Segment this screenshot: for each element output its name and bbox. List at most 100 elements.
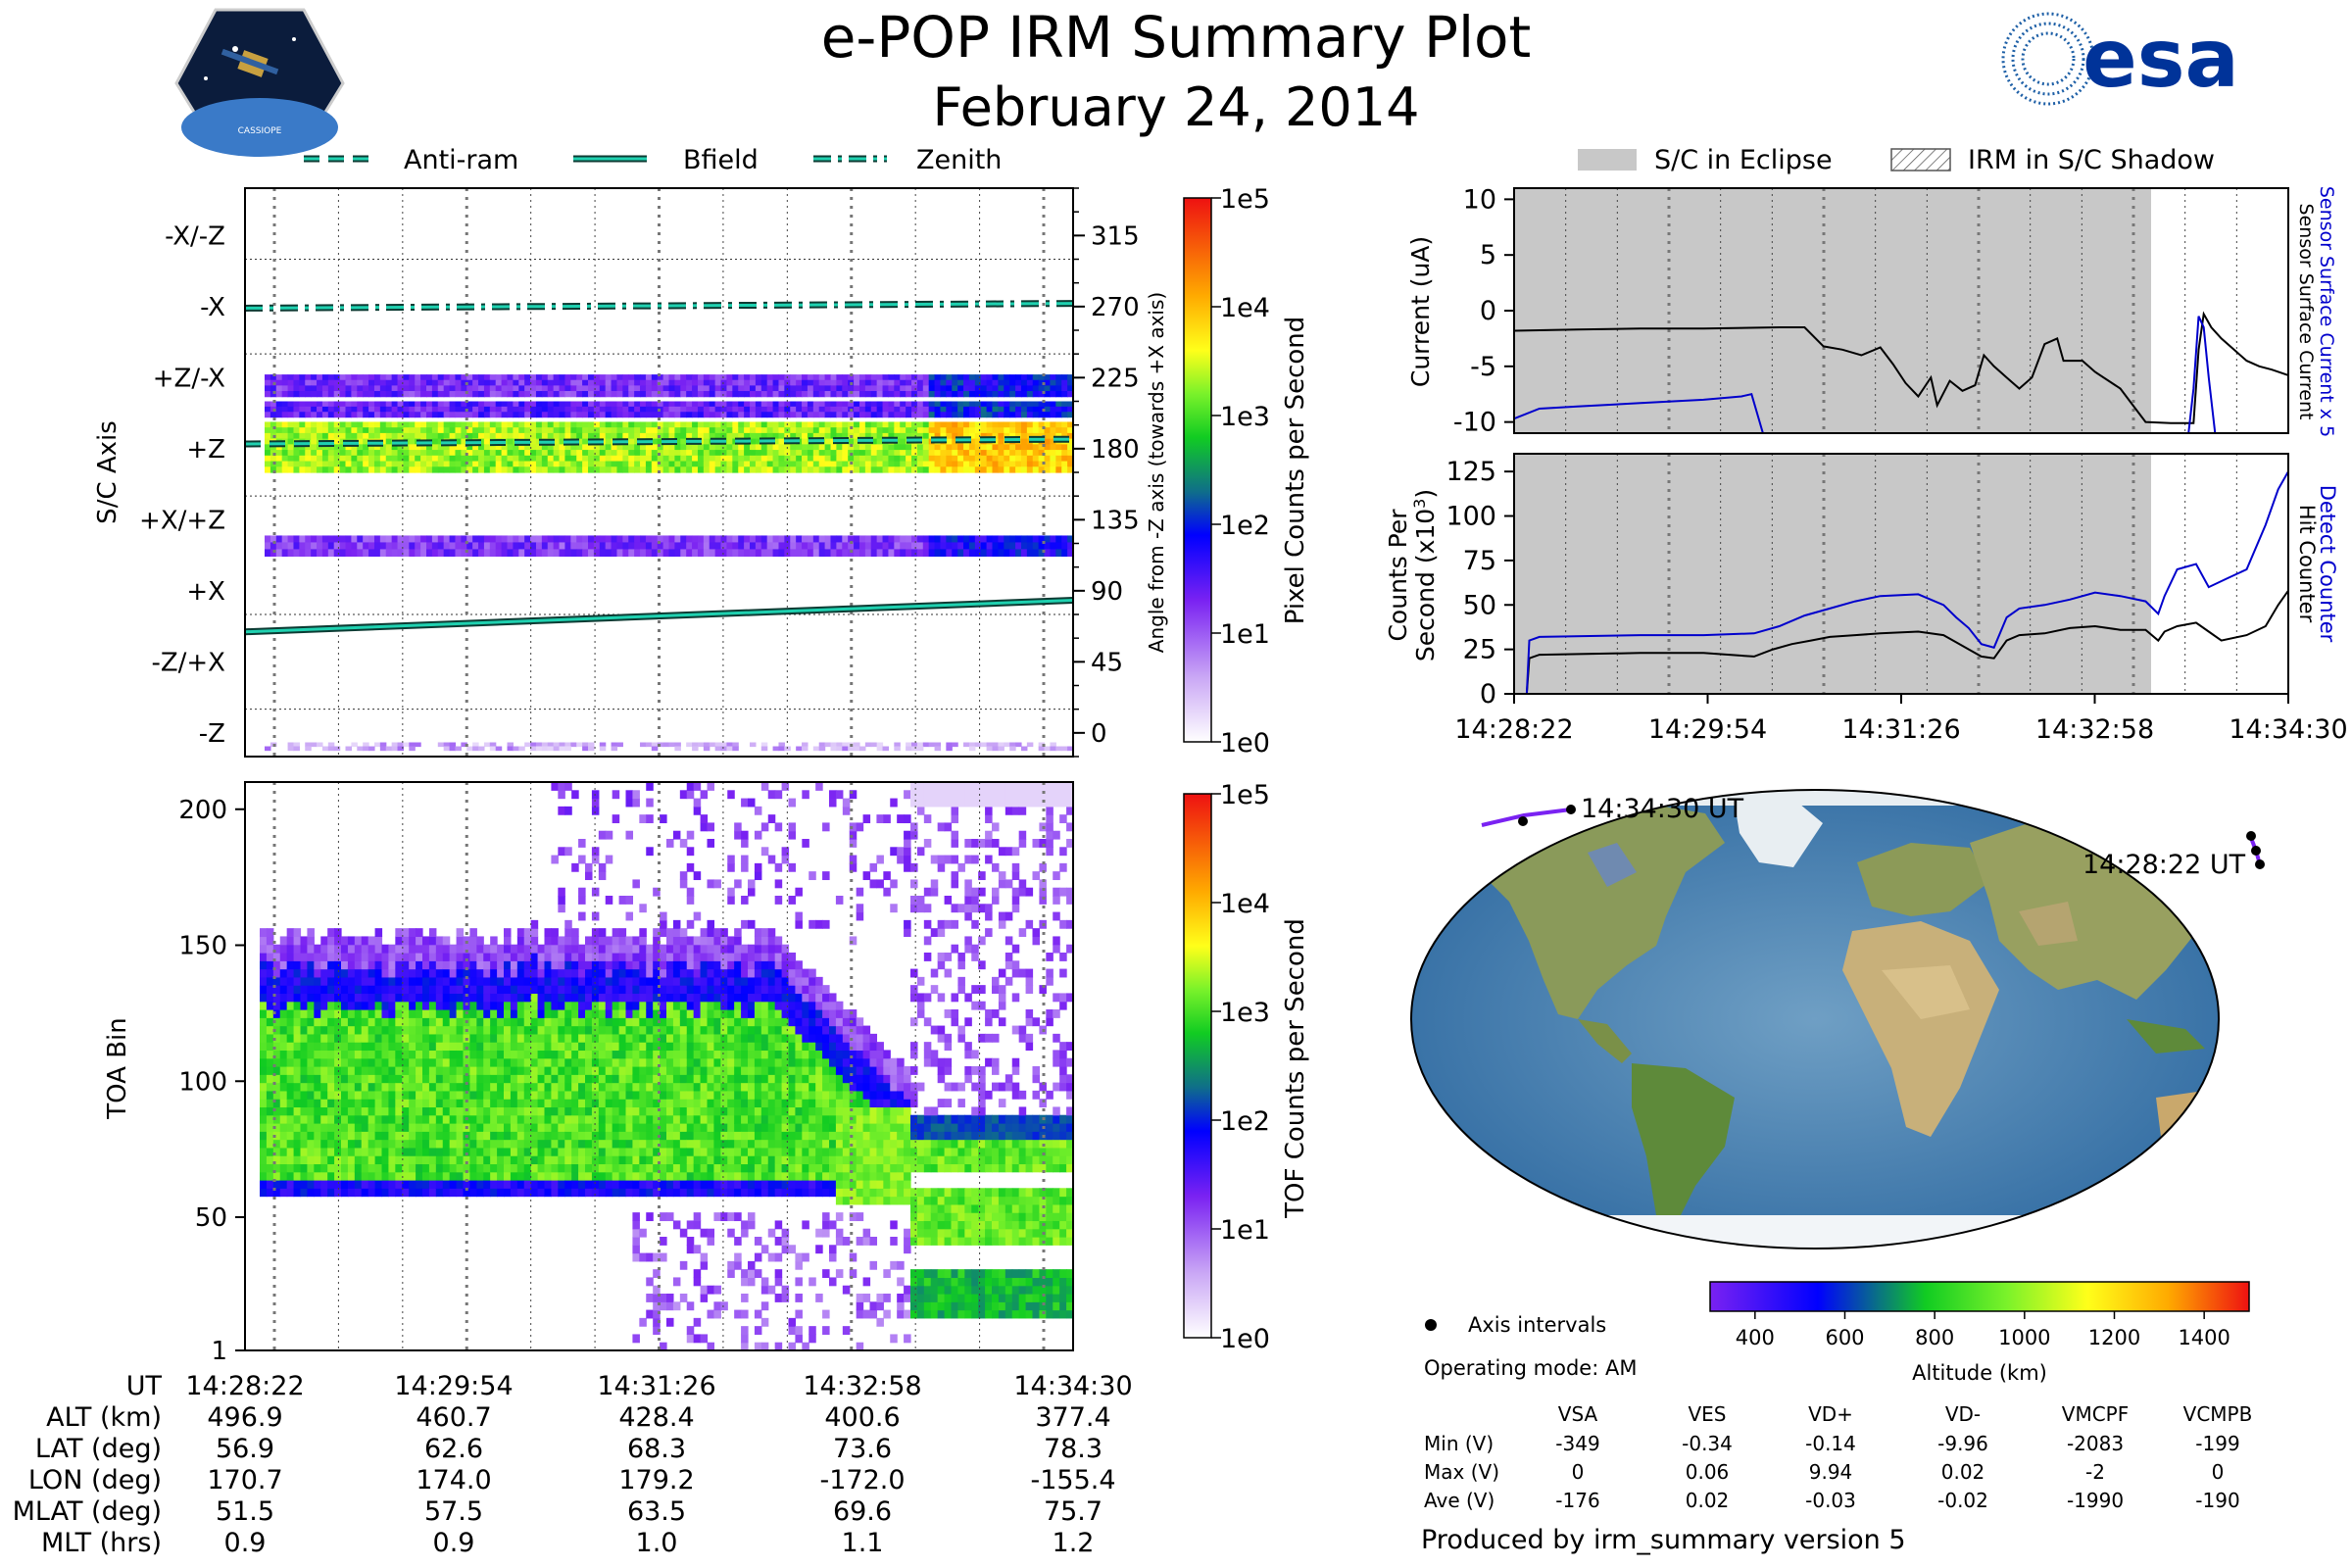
toa-cell [551, 1033, 559, 1043]
pixel-cell [928, 421, 936, 428]
toa-cell [286, 1099, 295, 1108]
pixel-cell [952, 406, 958, 413]
legend-bfield: Bfield [683, 145, 759, 175]
toa-cell [456, 976, 465, 986]
toa-cell [272, 1017, 281, 1027]
toa-cell [578, 1114, 586, 1124]
pixel-cell [588, 542, 595, 551]
toa-cell [660, 1106, 667, 1116]
pixel-cell [415, 406, 421, 413]
pixel-cell [1067, 385, 1073, 392]
toa-cell [544, 1090, 553, 1100]
pixel-cell [634, 535, 641, 544]
pixel-cell [802, 421, 808, 428]
pixel-cell [373, 432, 381, 440]
toa-cell [469, 1074, 477, 1084]
toa-cell [639, 1252, 647, 1262]
toa-cell [625, 1147, 634, 1156]
toa-cell [632, 1123, 640, 1132]
toa-cell [516, 1114, 525, 1124]
toa-cell [347, 1171, 356, 1181]
pixel-cell [802, 401, 808, 408]
pixel-cell [818, 379, 826, 386]
pixel-cell [1067, 746, 1073, 752]
toa-cell [598, 1099, 607, 1108]
pixel-cell [1020, 401, 1028, 408]
toa-cell [516, 960, 525, 970]
toa-cell [625, 968, 634, 978]
pixel-cell [980, 466, 988, 473]
toa-cell [504, 1009, 512, 1018]
pixel-cell [299, 406, 306, 413]
pixel-cell [1050, 401, 1056, 408]
pixel-cell [466, 450, 473, 457]
toa-cell [416, 1057, 423, 1067]
pixel-cell [333, 455, 341, 463]
toa-cell [272, 1106, 281, 1116]
toa-cell [476, 1188, 484, 1198]
toa-cell [632, 1050, 640, 1059]
toa-cell [469, 968, 477, 978]
toa-cell [428, 1017, 437, 1027]
toa-cell [402, 1114, 410, 1124]
pixel-cell [605, 461, 612, 467]
pixel-cell [345, 455, 352, 463]
pixel-cell [611, 421, 618, 428]
toa-cell [361, 1131, 369, 1141]
pixel-cell [662, 385, 670, 392]
toa-cell [300, 1131, 309, 1141]
pixel-cell [882, 391, 890, 398]
pixel-cell [611, 455, 618, 463]
toa-cell [612, 1001, 620, 1010]
pixel-cell [726, 466, 733, 473]
pixel-cell [317, 450, 323, 457]
pixel-cell [530, 385, 537, 392]
pixel-cell [311, 432, 318, 440]
toa-cell [279, 953, 288, 961]
toa-cell [354, 1131, 363, 1141]
toa-cell [260, 1131, 268, 1141]
toa-cell [666, 1139, 674, 1149]
pixel-cell [385, 374, 393, 381]
pixel-cell [946, 742, 953, 748]
pixel-cell [426, 444, 433, 451]
pixel-cell [576, 450, 583, 457]
pixel-cell [426, 374, 433, 381]
toa-cell [516, 953, 525, 961]
toa-cell [564, 1171, 572, 1181]
toa-cell [388, 968, 396, 978]
pixel-cell [854, 421, 860, 428]
toa-cell [530, 1123, 539, 1132]
pixel-cell [738, 401, 745, 408]
toa-cell [307, 1009, 315, 1018]
toa-cell [646, 1050, 654, 1059]
pixel-cell [287, 406, 295, 413]
pixel-cell [634, 444, 641, 451]
toa-cell [490, 944, 498, 954]
pixel-cell [628, 549, 635, 557]
toa-cell [320, 1180, 328, 1189]
pixel-cell [790, 455, 797, 463]
pixel-cell [611, 466, 618, 473]
pixel-cell [986, 385, 994, 392]
pixel-cell [431, 450, 439, 457]
toa-cell [435, 1099, 444, 1108]
toa-cell [279, 993, 288, 1003]
toa-cell [653, 1033, 661, 1043]
pixel-cell [726, 455, 733, 463]
pixel-cell [680, 401, 687, 408]
toa-cell [564, 1057, 572, 1067]
toa-cell [530, 1066, 539, 1075]
pixel-cell [622, 549, 629, 557]
pixel-cell [657, 374, 664, 381]
pixel-cell [553, 444, 561, 451]
toa-cell [639, 1066, 647, 1075]
toa-cell [320, 1050, 328, 1059]
pixel-cell [750, 742, 757, 748]
pixel-cell [714, 432, 722, 440]
pixel-cell [906, 742, 912, 748]
pixel-cell [946, 427, 953, 434]
toa-cell [449, 1066, 458, 1075]
pixel-cell [345, 391, 352, 398]
pixel-cell [437, 412, 445, 418]
